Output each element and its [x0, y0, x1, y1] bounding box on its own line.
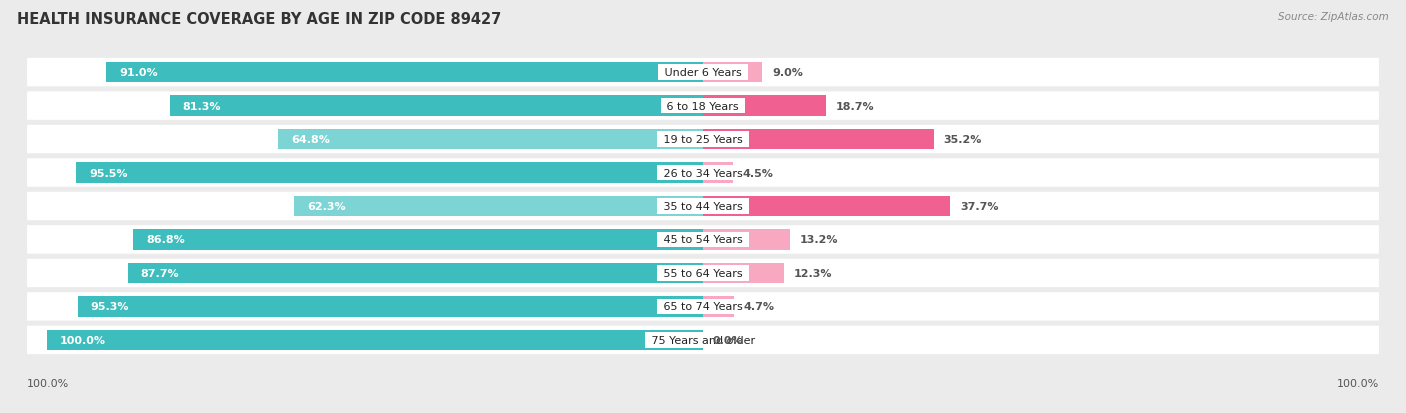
Text: 62.3%: 62.3% — [308, 202, 346, 211]
FancyBboxPatch shape — [27, 225, 1379, 254]
FancyBboxPatch shape — [27, 192, 1379, 221]
FancyBboxPatch shape — [27, 159, 1379, 188]
FancyBboxPatch shape — [27, 92, 1379, 121]
Bar — [703, 263, 783, 284]
Text: 37.7%: 37.7% — [960, 202, 998, 211]
Text: 0.0%: 0.0% — [713, 335, 744, 345]
Bar — [294, 196, 703, 217]
Text: 18.7%: 18.7% — [835, 101, 875, 112]
Text: 100.0%: 100.0% — [1337, 378, 1379, 389]
Text: 45 to 54 Years: 45 to 54 Years — [659, 235, 747, 245]
Text: 91.0%: 91.0% — [120, 68, 157, 78]
Text: 9.0%: 9.0% — [772, 68, 803, 78]
Text: Under 6 Years: Under 6 Years — [661, 68, 745, 78]
Text: 35.2%: 35.2% — [943, 135, 983, 145]
Text: 19 to 25 Years: 19 to 25 Years — [659, 135, 747, 145]
Text: 4.5%: 4.5% — [742, 168, 773, 178]
Text: 81.3%: 81.3% — [183, 101, 221, 112]
FancyBboxPatch shape — [27, 59, 1379, 87]
Bar — [77, 296, 703, 317]
Text: 95.5%: 95.5% — [90, 168, 128, 178]
Text: 4.7%: 4.7% — [744, 301, 775, 312]
Text: 87.7%: 87.7% — [141, 268, 180, 278]
Text: 26 to 34 Years: 26 to 34 Years — [659, 168, 747, 178]
Bar — [703, 96, 825, 117]
Text: 100.0%: 100.0% — [60, 335, 105, 345]
Text: HEALTH INSURANCE COVERAGE BY AGE IN ZIP CODE 89427: HEALTH INSURANCE COVERAGE BY AGE IN ZIP … — [17, 12, 501, 27]
FancyBboxPatch shape — [27, 326, 1379, 354]
FancyBboxPatch shape — [27, 259, 1379, 287]
Text: 35 to 44 Years: 35 to 44 Years — [659, 202, 747, 211]
Text: 6 to 18 Years: 6 to 18 Years — [664, 101, 742, 112]
Text: 65 to 74 Years: 65 to 74 Years — [659, 301, 747, 312]
Text: 100.0%: 100.0% — [27, 378, 69, 389]
Text: 75 Years and older: 75 Years and older — [648, 335, 758, 345]
Bar — [134, 230, 703, 250]
Bar — [703, 163, 733, 183]
Bar — [703, 129, 934, 150]
Bar — [105, 63, 703, 83]
Text: 55 to 64 Years: 55 to 64 Years — [659, 268, 747, 278]
Bar — [128, 263, 703, 284]
Bar — [703, 196, 950, 217]
Text: 86.8%: 86.8% — [146, 235, 186, 245]
Bar — [170, 96, 703, 117]
Text: 64.8%: 64.8% — [291, 135, 330, 145]
Bar — [278, 129, 703, 150]
Text: Source: ZipAtlas.com: Source: ZipAtlas.com — [1278, 12, 1389, 22]
FancyBboxPatch shape — [27, 292, 1379, 321]
Text: 13.2%: 13.2% — [800, 235, 838, 245]
Bar — [46, 330, 703, 350]
Bar — [703, 230, 790, 250]
Bar — [703, 63, 762, 83]
Bar — [76, 163, 703, 183]
FancyBboxPatch shape — [27, 126, 1379, 154]
Bar — [703, 296, 734, 317]
Text: 12.3%: 12.3% — [793, 268, 832, 278]
Text: 95.3%: 95.3% — [91, 301, 129, 312]
